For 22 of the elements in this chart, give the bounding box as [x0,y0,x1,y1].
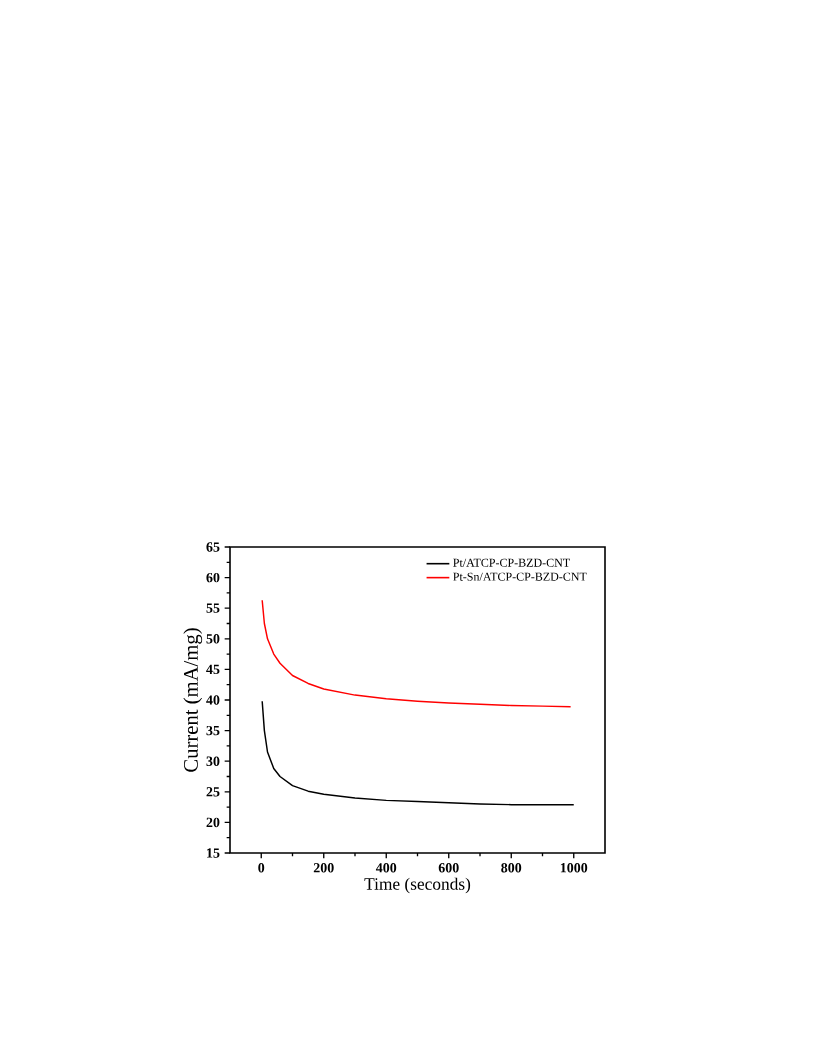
x-axis-title: Time (seconds) [364,877,471,894]
x-tick-label: 600 [438,863,459,873]
y-tick-label: 35 [206,725,220,736]
y-tick-label: 30 [206,756,220,766]
y-tick-label: 55 [206,603,220,613]
x-tick-label: 0 [258,863,265,873]
y-axis-title: Current (mA/mg) [183,628,203,772]
x-tick-label: 400 [375,863,397,873]
y-tick-label: 45 [206,664,220,675]
x-tick-label: 1000 [560,863,588,873]
y-tick-label: 40 [206,695,220,705]
legend-label: Pt/ATCP-CP-BZD-CNT [453,558,570,567]
legend-label: Pt-Sn/ATCP-CP-BZD-CNT [453,572,587,581]
y-tick-label: 25 [206,787,220,797]
y-tick-label: 20 [206,817,220,828]
y-tick-label: 15 [207,848,220,858]
y-tick-label: 50 [206,634,220,644]
x-tick-label: 800 [501,863,522,873]
line-series [261,599,572,708]
y-tick-label: 60 [206,572,220,583]
x-tick-label: 200 [313,863,334,873]
y-tick-label: 65 [206,542,220,552]
